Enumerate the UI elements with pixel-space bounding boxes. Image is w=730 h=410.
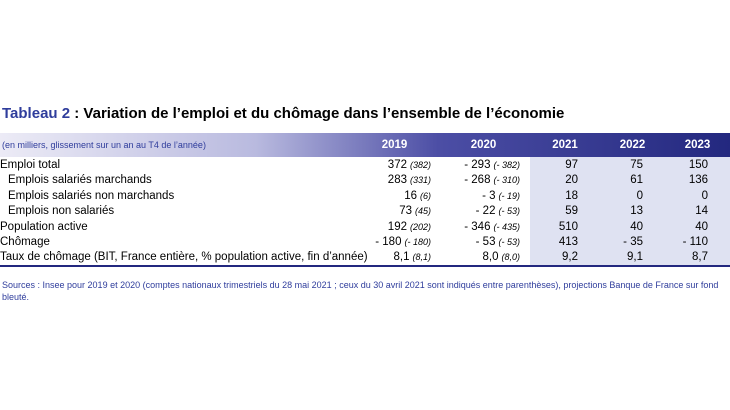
cell: 14: [665, 203, 730, 219]
cell-value: 192: [387, 220, 407, 233]
cell-note: (8,1): [412, 252, 431, 263]
cell: 75: [600, 157, 665, 173]
cell: - 3 (- 19): [437, 188, 530, 204]
cell-value: - 293: [464, 158, 491, 171]
cell-note: (- 435): [493, 221, 520, 232]
cell: 510: [530, 219, 600, 235]
cell: 136: [665, 172, 730, 188]
table-row: Emploi total 372 (382) - 293 (- 382) 97 75 150: [0, 157, 730, 173]
cell-value: 372: [387, 158, 407, 171]
cell: 13: [600, 203, 665, 219]
table-row: Emplois salariés non marchands 16 (6) - 3 (-…: [0, 188, 730, 204]
cell-note: (- 180): [404, 237, 431, 248]
cell-note: (- 53): [498, 206, 520, 217]
row-label: Chômage: [0, 236, 50, 249]
cell: 283 (331): [352, 173, 437, 189]
column-header: 2022: [619, 139, 646, 151]
cell-value: - 53: [475, 236, 496, 249]
row-label: Emplois salariés non marchands: [8, 189, 175, 202]
cell-note: (- 310): [493, 175, 520, 186]
cell: 61: [600, 172, 665, 188]
cell: 59: [530, 203, 600, 219]
cell-note: (382): [409, 159, 431, 170]
cell-value: - 346: [464, 220, 491, 233]
table-row: Emplois salariés marchands 283 (331) - 268(…: [0, 172, 730, 189]
cell-value: 73: [399, 205, 412, 218]
column-header: 2021: [552, 139, 578, 151]
cell: 192 (202): [352, 219, 437, 235]
cell: 0: [665, 188, 730, 204]
cell-value: 8,1: [393, 251, 410, 264]
cell: - 35: [600, 234, 665, 250]
row-label: Emplois non salariés: [8, 205, 115, 218]
cell: 8,1 (8,1): [352, 250, 437, 267]
row-label: Emplois salariés marchands: [8, 174, 152, 187]
cell: - 268 (- 310): [437, 173, 530, 189]
cell: - 293 (- 382): [437, 157, 530, 173]
cell: - 346 (- 435): [437, 219, 530, 235]
cell-value: - 180: [375, 236, 402, 249]
cell: 413: [530, 234, 600, 250]
source-note: Sources : Insee pour 2019 et 2020 (compt…: [2, 280, 719, 302]
cell: 40: [600, 219, 665, 235]
cell: - 180 (- 180): [352, 235, 437, 251]
cell: 150: [665, 157, 730, 173]
cell: 16 (6): [352, 188, 437, 204]
title-text: : Variation de l’emploi et du chômage da…: [70, 105, 565, 122]
row-label: Taux de chômage (BIT, France entière, % …: [0, 250, 368, 267]
cell: 372 (382): [352, 157, 437, 173]
cell-note: (- 382): [493, 159, 520, 170]
table: (en milliers, glissement sur un an au T4…: [0, 133, 730, 267]
column-header: 2023: [684, 139, 711, 151]
cell-value: - 268: [464, 174, 491, 187]
cell-value: 283: [387, 174, 407, 187]
cell-note: (8,0): [501, 252, 520, 263]
table-row: Emplois non salariés 73 (45) - 22 (- 53) 59 13…: [0, 203, 730, 220]
cell: 73 (45): [352, 204, 437, 220]
row-label: Emploi total: [0, 158, 61, 171]
cell: 9,1: [600, 250, 665, 267]
table-row: Population active 192 (202) - 346 (- 435) 510…: [0, 219, 730, 235]
title-label: Tableau 2: [2, 105, 71, 122]
cell-note: (- 19): [498, 190, 520, 201]
table-row: Taux de chômage (BIT, France entière, % …: [0, 250, 730, 267]
table-row: Chômage - 180 (- 180) - 53 (- 53) 413- 35- 11…: [0, 234, 730, 251]
cell: 20: [530, 172, 600, 188]
header-row: (en milliers, glissement sur un an au T4…: [0, 133, 730, 157]
column-header: 2019: [381, 139, 408, 151]
cell: 40: [665, 219, 730, 235]
cell-value: - 22: [475, 205, 496, 218]
cell-note: (6): [420, 190, 431, 201]
cell: 18: [530, 188, 600, 204]
cell: - 22 (- 53): [437, 204, 530, 220]
row-label: Population active: [0, 220, 88, 233]
column-header: 2020: [470, 139, 497, 151]
cell-value: - 3: [482, 189, 496, 202]
cell: - 110: [665, 234, 730, 250]
cell-note: (202): [409, 221, 431, 232]
table-body: Emploi total 372 (382) - 293 (- 382) 97 75 150 E…: [0, 157, 730, 267]
cell: 8,7: [665, 250, 730, 267]
cell: - 53 (- 53): [437, 235, 530, 251]
cell-note: (331): [409, 175, 431, 186]
cell-note: (45): [414, 206, 431, 217]
cell: 0: [600, 188, 665, 204]
table-title: Tableau 2 : Variation de l’emploi et du …: [2, 105, 564, 122]
table-note: (en milliers, glissement sur un an au T4…: [2, 140, 206, 150]
cell: 9,2: [530, 250, 600, 267]
cell: 97: [530, 157, 600, 173]
cell-value: 8,0: [482, 251, 499, 264]
cell: 8,0 (8,0): [437, 250, 530, 267]
cell-value: 16: [404, 189, 417, 202]
cell-note: (- 53): [498, 237, 520, 248]
